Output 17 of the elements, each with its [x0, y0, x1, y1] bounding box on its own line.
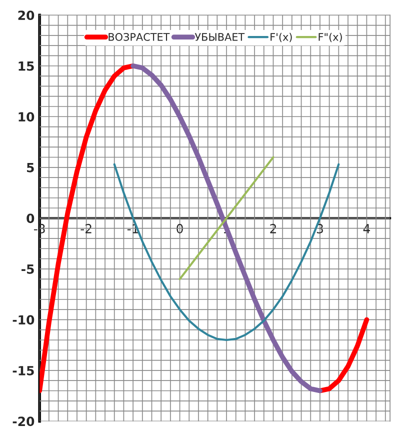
y-tick-label: -5 [22, 264, 34, 274]
y-tick-label: -10 [12, 315, 34, 325]
x-tick-label: -2 [80, 224, 92, 234]
y-tick-label: 20 [18, 10, 34, 20]
y-tick-label: -15 [12, 366, 34, 376]
x-tick-label: 2 [270, 224, 276, 234]
y-tick-label: 10 [18, 112, 34, 122]
legend-label: F'(x) [270, 32, 292, 42]
y-tick-label: -20 [12, 416, 34, 426]
x-tick-label: 4 [363, 224, 370, 234]
legend-label: ВОЗРАСТЕТ [108, 33, 170, 41]
y-tick-label: 15 [18, 62, 34, 71]
line-series [113, 163, 340, 342]
legend-label: УБЫВАЕТ [194, 33, 245, 41]
y-tick-label: 0 [26, 214, 34, 224]
y-tick-label: 5 [27, 163, 34, 172]
legend-label: F"(x) [318, 32, 342, 42]
